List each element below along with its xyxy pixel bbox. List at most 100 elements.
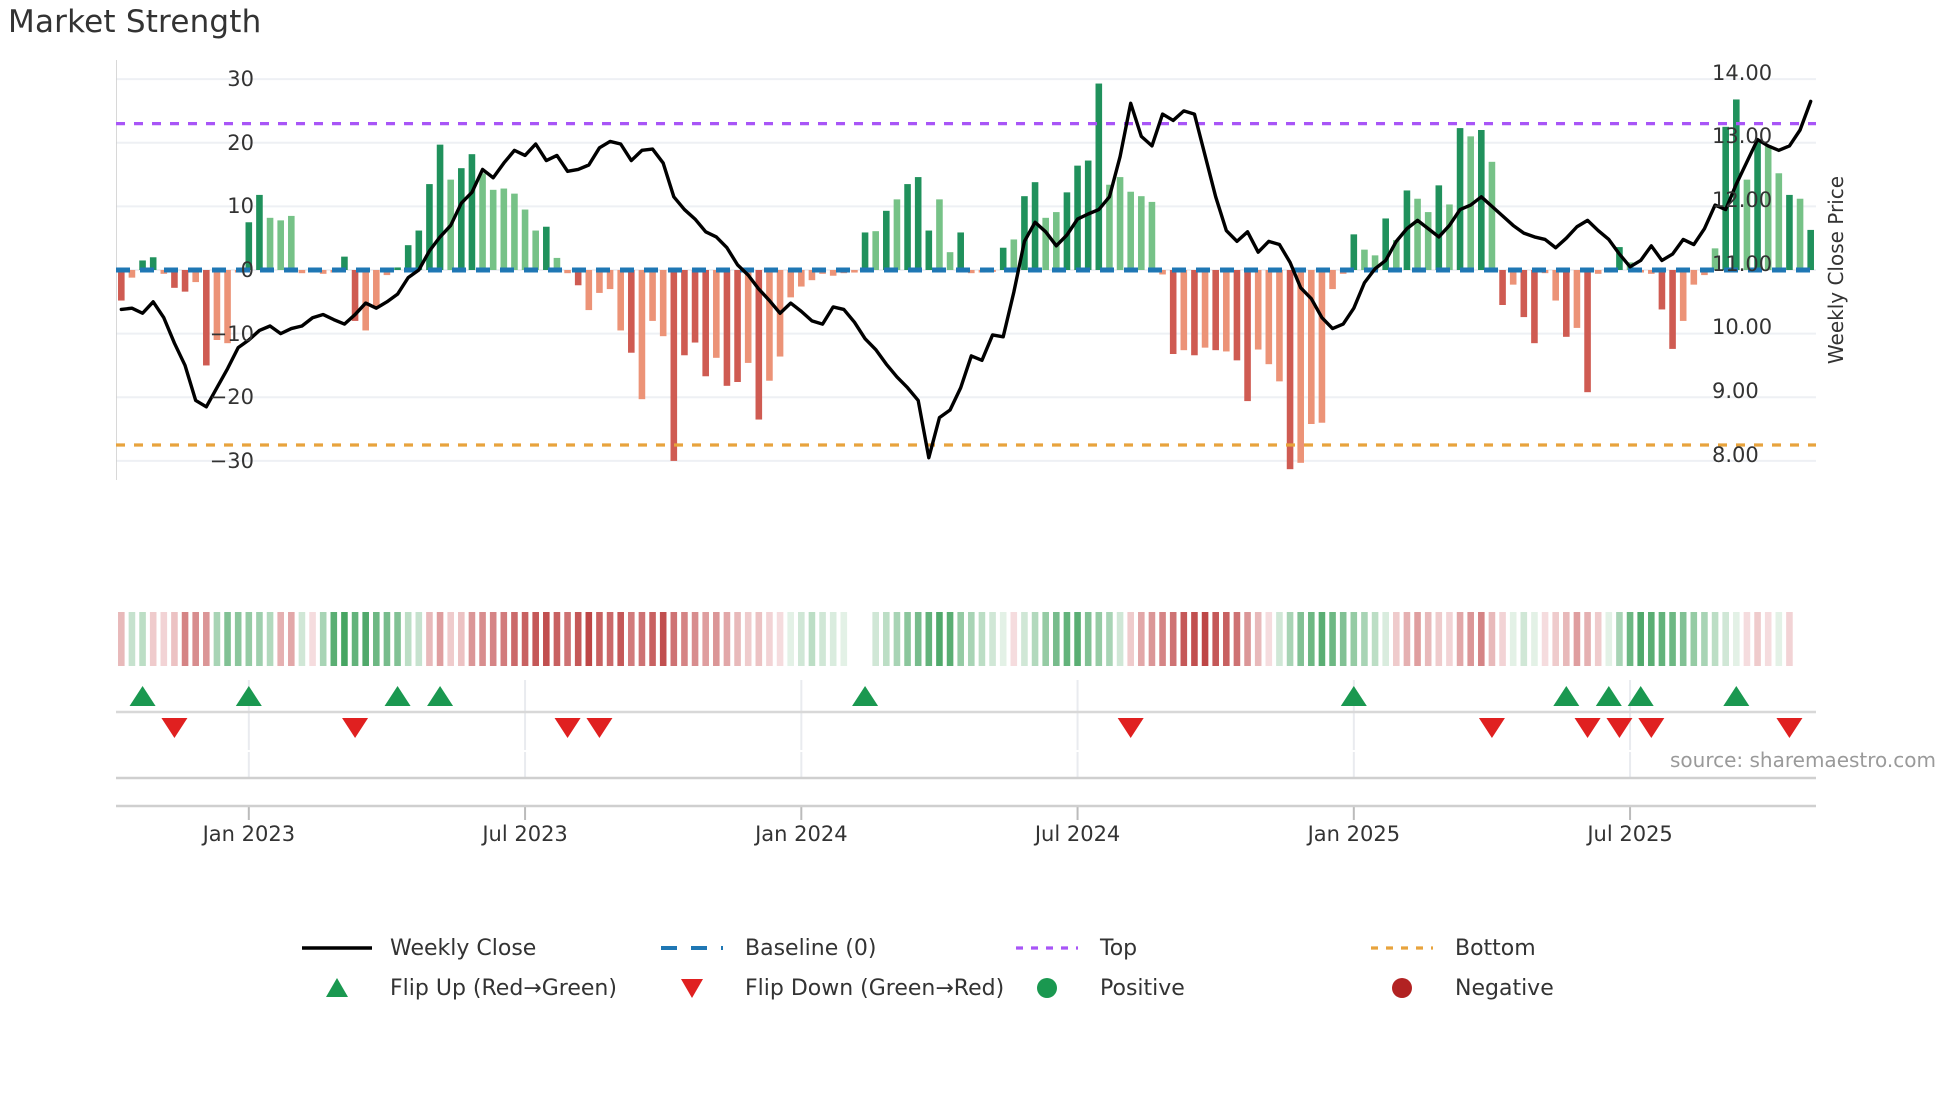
strength-bar (691, 270, 699, 343)
heatmap-cell (957, 612, 964, 666)
strength-bar (1169, 270, 1177, 354)
strength-bar (1244, 270, 1251, 402)
heatmap-cell (203, 612, 210, 666)
strength-bar (713, 270, 720, 358)
heatmap-cell (1138, 612, 1145, 666)
heatmap-cell (946, 612, 954, 666)
heatmap-cell (394, 612, 401, 666)
heatmap-cell (638, 612, 646, 666)
strength-bar (404, 245, 412, 270)
legend-item[interactable]: Positive (1010, 968, 1365, 1008)
heatmap-cell (1626, 612, 1634, 666)
heatmap-cell (373, 612, 380, 666)
strength-bar (266, 217, 274, 270)
strength-bar (1042, 217, 1049, 270)
heatmap-cell (128, 612, 136, 666)
strength-bar (1764, 145, 1772, 270)
strength-bar (149, 257, 157, 270)
strength-bar (341, 256, 348, 270)
heatmap-cell (118, 612, 125, 666)
strength-bar (564, 270, 571, 274)
strength-bar (702, 270, 709, 377)
heatmap-cell (245, 612, 253, 666)
heatmap-cell (1297, 612, 1304, 666)
heatmap-cell (1063, 612, 1071, 666)
heatmap-cell (1329, 612, 1336, 666)
strength-bar (139, 260, 146, 270)
strength-heatmap-strip (116, 608, 1816, 670)
legend-item[interactable]: Weekly Close (300, 928, 655, 968)
strength-bar (628, 270, 635, 353)
legend-item[interactable]: Negative (1365, 968, 1720, 1008)
strength-bar (1212, 270, 1219, 351)
strength-bar (925, 230, 933, 270)
heatmap-cell (649, 612, 656, 666)
strength-bar (734, 270, 741, 382)
legend-item[interactable]: Flip Up (Red→Green) (300, 968, 655, 1008)
strength-bar (1138, 196, 1145, 270)
heatmap-cell (1531, 612, 1538, 666)
triangle-up-icon (300, 975, 374, 1001)
heatmap-cell (1679, 612, 1687, 666)
strength-bar (1499, 270, 1506, 305)
heatmap-cell (341, 612, 348, 666)
strength-bar (1276, 270, 1283, 382)
heatmap-cell (1021, 612, 1028, 666)
x-tick-label: Jul 2023 (482, 822, 568, 846)
legend-label: Flip Up (Red→Green) (390, 975, 617, 1001)
heatmap-cell (1637, 612, 1644, 666)
strength-bar (1754, 140, 1761, 270)
flip-up-marker (852, 686, 879, 706)
strength-bar (968, 270, 975, 274)
legend-label: Flip Down (Green→Red) (745, 975, 1005, 1001)
heatmap-cell (564, 612, 571, 666)
strength-bar (436, 144, 444, 270)
heatmap-cell (1509, 612, 1517, 666)
legend-item[interactable]: Baseline (0) (655, 928, 1010, 968)
strength-bar (181, 270, 189, 292)
flip-down-marker (1606, 718, 1633, 738)
strength-bar (213, 270, 221, 340)
strength-bar (1053, 212, 1060, 270)
strength-bar (596, 270, 603, 293)
y-tick-left: −30 (209, 448, 254, 473)
strength-bar (1531, 270, 1538, 344)
strength-bar (1254, 270, 1262, 350)
heatmap-cell (1541, 612, 1549, 666)
heatmap-cell (553, 612, 561, 666)
strength-bar (1456, 128, 1464, 270)
strength-bar (649, 270, 656, 321)
strength-bar (1031, 182, 1039, 270)
flip-down-marker (1574, 718, 1601, 738)
heatmap-cell (521, 612, 529, 666)
legend-item[interactable]: Bottom (1365, 928, 1720, 968)
legend-item[interactable]: Top (1010, 928, 1365, 968)
heatmap-cell (1031, 612, 1039, 666)
strength-bar (224, 270, 231, 344)
strength-bar (872, 231, 879, 270)
heatmap-cell (606, 612, 614, 666)
legend-label: Bottom (1455, 935, 1536, 961)
heatmap-cell (744, 612, 752, 666)
strength-bar (468, 154, 476, 270)
heatmap-cell (1339, 612, 1347, 666)
strength-bar (1106, 184, 1113, 270)
x-axis-band (116, 752, 1816, 832)
legend-label: Positive (1100, 975, 1185, 1001)
y-axis-label-right: Weekly Close Price (1824, 175, 1848, 365)
strength-bar (277, 220, 284, 270)
heatmap-cell (149, 612, 157, 666)
heatmap-cell (1669, 612, 1676, 666)
strength-bar (288, 215, 295, 270)
heatmap-cell (192, 612, 199, 666)
circle-icon (1365, 975, 1439, 1001)
heatmap-cell (1265, 612, 1273, 666)
strength-bar (192, 270, 199, 283)
y-tick-right: 8.00 (1712, 442, 1759, 467)
strength-bar (798, 270, 805, 287)
legend-item[interactable]: Flip Down (Green→Red) (655, 968, 1010, 1008)
strength-bar (1265, 270, 1273, 365)
heatmap-cell (139, 612, 146, 666)
heatmap-cell (1775, 612, 1783, 666)
heatmap-cell (1233, 612, 1241, 666)
